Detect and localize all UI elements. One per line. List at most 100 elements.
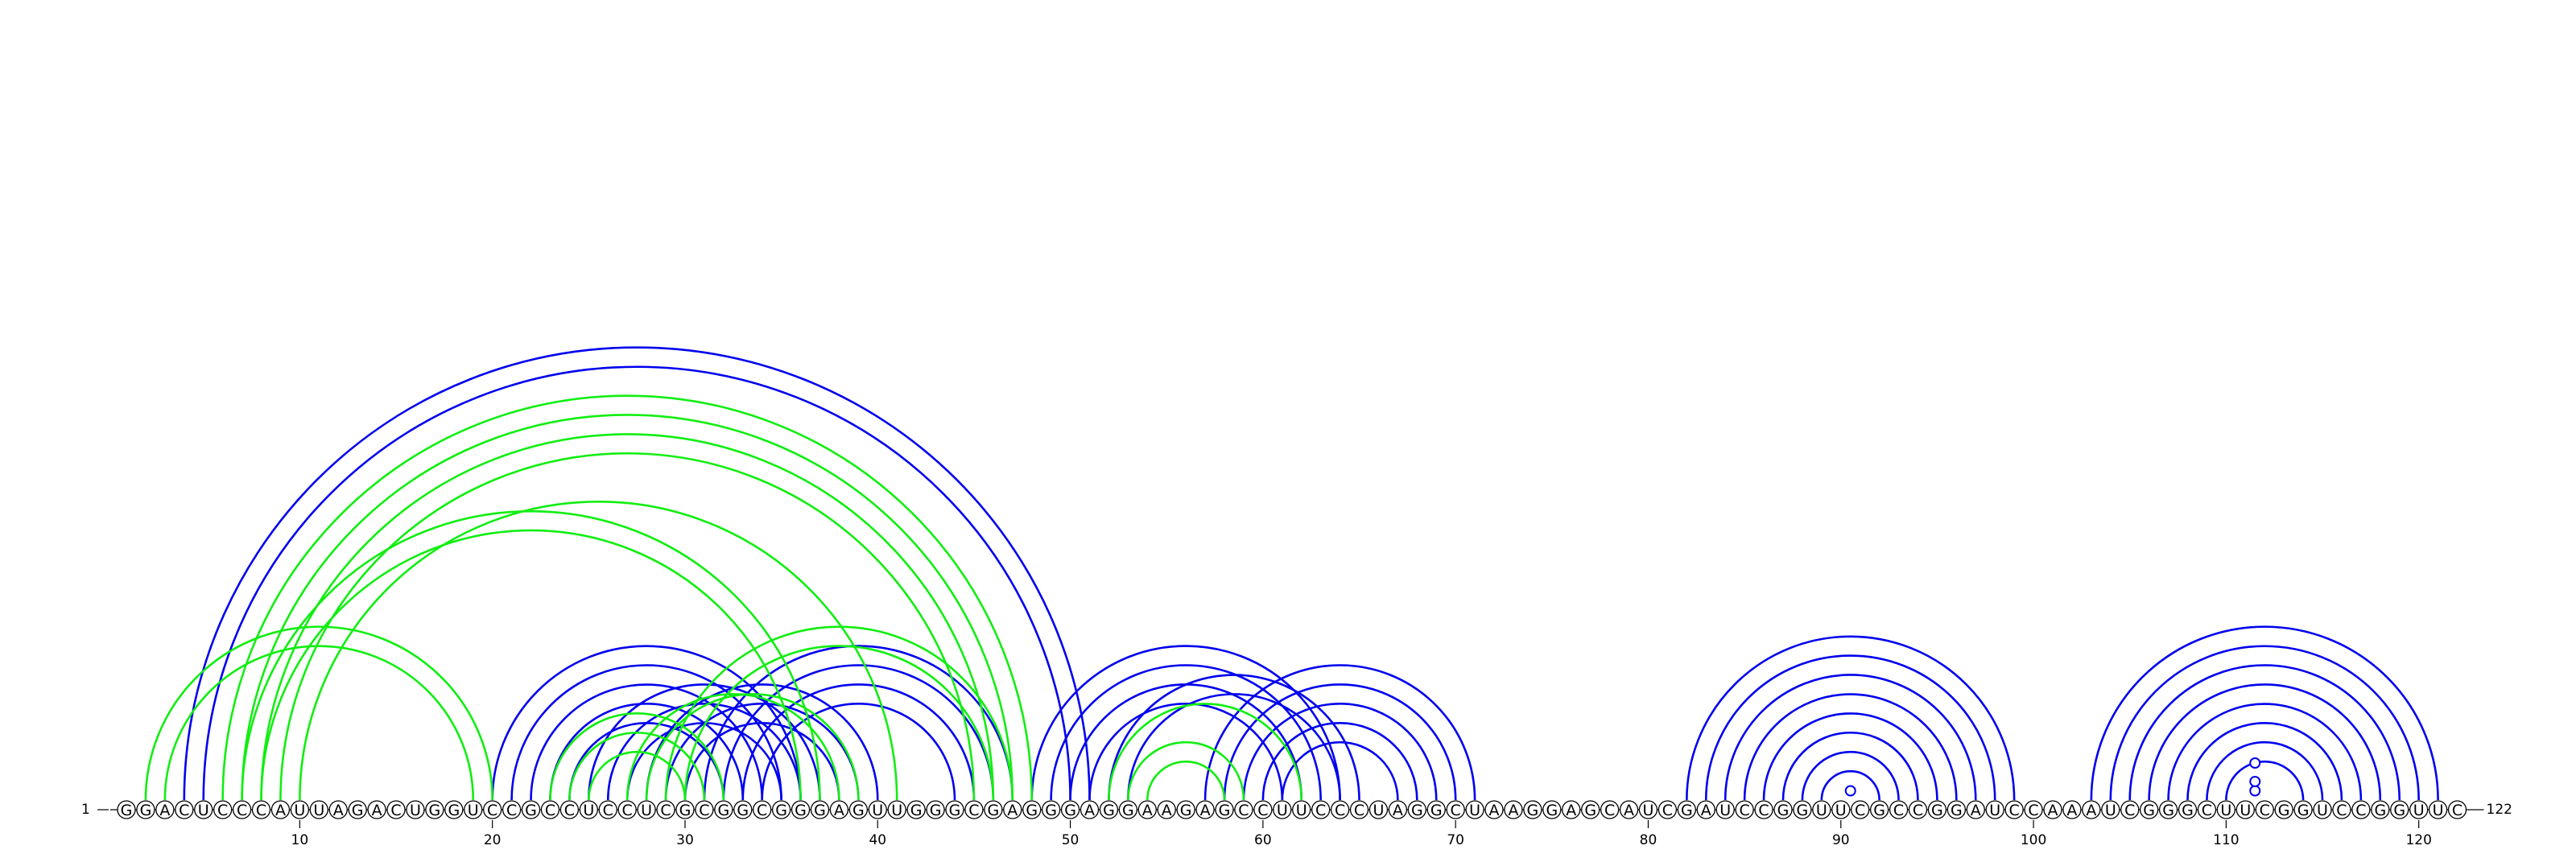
base-pair-arc-blue	[1724, 674, 1977, 801]
nucleotide-letter: C	[968, 802, 979, 819]
nucleotide-letter: A	[333, 802, 344, 819]
nucleotide-circle	[2158, 800, 2178, 819]
nucleotide-circle	[521, 800, 541, 819]
nucleotide-circle	[1831, 800, 1851, 819]
nucleotide-circle	[1908, 800, 1928, 819]
nucleotide-letter: C	[2202, 802, 2212, 819]
base-pair-arc-blue	[549, 703, 745, 801]
nucleotide-circle	[1562, 800, 1581, 819]
base-pair-arc-blue	[510, 664, 782, 801]
nucleotide-circle	[290, 800, 310, 819]
nucleotide-letter: G	[2143, 802, 2155, 819]
nucleotide-circle	[1368, 800, 1389, 819]
nucleotide-circle	[1889, 800, 1909, 819]
base-pair-arc-blue	[741, 683, 976, 801]
nucleotide-circle	[1311, 800, 1331, 819]
nucleotide-letter: G	[121, 802, 133, 819]
nucleotide-letter: A	[1971, 802, 1981, 819]
nucleotide-letter: C	[390, 802, 401, 819]
nucleotide-letter: G	[795, 802, 807, 819]
nucleotide-circle	[328, 800, 348, 819]
nucleotide-circle	[2371, 800, 2390, 819]
tick-label: 110	[2213, 832, 2239, 848]
base-pair-arc-green	[568, 732, 706, 801]
nucleotide-circle	[1966, 800, 1985, 819]
nucleotide-circle	[1985, 800, 2004, 819]
nucleotide-letter: G	[1219, 802, 1231, 819]
nucleotide-letter: C	[2336, 802, 2347, 819]
nucleotide-letter: U	[1469, 802, 1480, 819]
nucleotide-letter: A	[1624, 802, 1634, 819]
nucleotide-circle	[1292, 800, 1311, 819]
nucleotide-circle	[2139, 800, 2159, 819]
nucleotide-letter: U	[294, 802, 305, 819]
nucleotide-circle	[1657, 800, 1678, 819]
nucleotide-circle	[1273, 800, 1292, 819]
nucleotide-letter: A	[2066, 802, 2077, 819]
nucleotide-letter: C	[1662, 802, 1673, 819]
nucleotide-letter: U	[1816, 802, 1827, 819]
nucleotide-letter: C	[1739, 802, 1749, 819]
nucleotide-circle	[2178, 800, 2198, 819]
nucleotide-letter: A	[1142, 802, 1153, 819]
nucleotide-circle	[406, 800, 425, 819]
base-pair-arc-blue	[761, 703, 956, 801]
nucleotide-letter: U	[1373, 802, 1384, 819]
nucleotide-letter: G	[1681, 802, 1693, 819]
base-pair-arc-blue	[1281, 740, 1399, 801]
base-pair-arc-blue	[1781, 732, 1919, 801]
nucleotide-circle	[1003, 800, 1022, 819]
nucleotide-letter: C	[1257, 802, 1268, 819]
nucleotide-circle	[984, 800, 1003, 819]
nucleotide-letter: G	[775, 802, 787, 819]
nucleotide-letter: A	[159, 802, 170, 819]
nucleotide-letter: G	[1064, 802, 1076, 819]
nucleotide-letter: U	[410, 802, 421, 819]
nucleotide-letter: A	[275, 802, 286, 819]
base-pair-arc-green	[279, 452, 976, 801]
nucleotide-letter: G	[1122, 802, 1134, 819]
base-pair-arc-blue	[588, 683, 821, 801]
nucleotide-letter: C	[699, 802, 709, 819]
nucleotide-letter: C	[622, 802, 633, 819]
nucleotide-circle	[848, 800, 868, 819]
nucleotide-circle	[2409, 800, 2429, 819]
nucleotide-letter: C	[2008, 802, 2019, 819]
nucleotide-circle	[2120, 800, 2140, 819]
base-pair-arc-blue	[1203, 664, 1476, 801]
nucleotide-circle	[2004, 800, 2024, 819]
base-pair-arc-blue	[2148, 683, 2382, 801]
tick-label: 100	[2021, 832, 2046, 848]
nucleotide-letter: C	[1451, 802, 1461, 819]
nucleotide-letter: G	[1951, 802, 1963, 819]
nucleotide-letter: G	[737, 802, 749, 819]
nucleotide-letter: G	[1584, 802, 1596, 819]
nucleotide-letter: C	[1335, 802, 1345, 819]
nucleotide-circle	[1195, 800, 1215, 819]
nucleotide-circle	[1696, 800, 1715, 819]
nucleotide-letter: G	[429, 802, 441, 819]
nucleotide-circle	[1426, 800, 1446, 819]
nucleotide-circle	[887, 800, 906, 819]
base-pair-arc-green	[1146, 760, 1226, 801]
nucleotide-letter: C	[217, 802, 228, 819]
base-pair-arc-blue	[1704, 654, 1996, 801]
nucleotide-letter: U	[2105, 802, 2116, 819]
nucleotide-letter: C	[1238, 802, 1249, 819]
nucleotide-letter: C	[545, 802, 555, 819]
nucleotide-letter: C	[603, 802, 613, 819]
position-axis: 10 20 30 40 50 60 70 80 90 100 110 120	[291, 820, 2432, 848]
nucleotide-letter: C	[506, 802, 517, 819]
nucleotide-circle	[1041, 800, 1061, 819]
nucleotide-circle	[714, 800, 733, 819]
base-pair-arc-blue	[491, 645, 802, 801]
nucleotide-circle	[771, 800, 791, 819]
base-pair-arc-green	[144, 625, 493, 801]
nucleotide-letter: C	[1354, 802, 1364, 819]
nucleotide-circle	[1581, 800, 1600, 819]
nucleotide-circle	[1869, 800, 1889, 819]
start-position-label: 1	[81, 802, 90, 818]
base-pair-arc-green	[588, 750, 687, 801]
nucleotide-circle	[1388, 800, 1408, 819]
nucleotide-circle	[964, 800, 984, 819]
